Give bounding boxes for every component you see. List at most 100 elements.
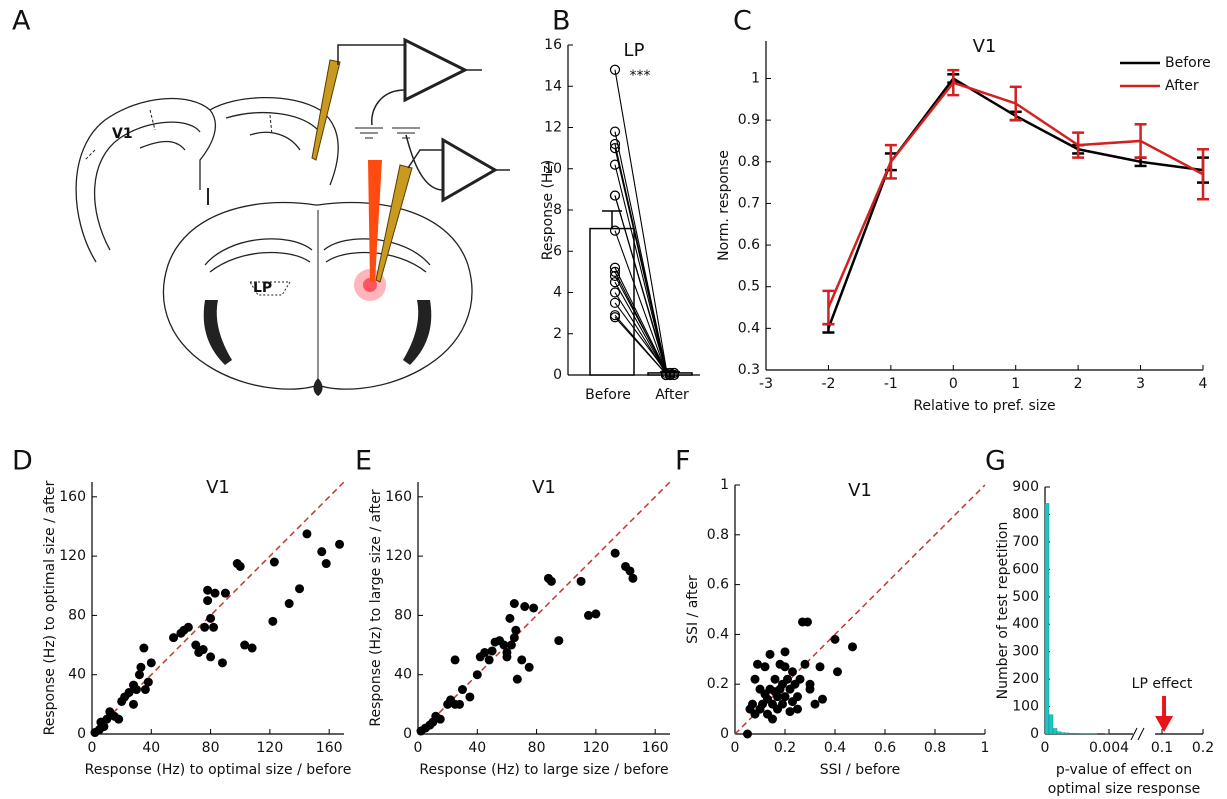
- data-point: [335, 539, 345, 549]
- data-point: [815, 662, 825, 672]
- panel-letter: D: [12, 446, 33, 477]
- data-point: [609, 287, 621, 298]
- pair-line: [614, 275, 668, 374]
- y-tick-label: 2: [553, 326, 562, 342]
- data-point: [247, 643, 257, 653]
- x-axis-label: Response (Hz) to optimal size / before: [85, 762, 352, 778]
- data-point: [805, 679, 815, 689]
- x-tick-label: 0.2: [774, 740, 796, 756]
- chart-title: V1: [532, 477, 556, 498]
- histogram-bar: [1060, 732, 1066, 735]
- data-point: [554, 636, 564, 646]
- ground: [355, 127, 420, 139]
- panel-a-diagram: A V1 LP: [12, 6, 510, 396]
- x-tick-label: 2: [1074, 376, 1083, 392]
- amplifier: [403, 37, 469, 103]
- data-point: [102, 714, 112, 724]
- y-axis-label: Response (Hz) to optimal size / after: [42, 480, 58, 735]
- data-point: [480, 647, 490, 657]
- data-point: [269, 557, 279, 567]
- y-tick-label: 0.8: [707, 527, 729, 543]
- x-tick-label: 1: [1011, 376, 1020, 392]
- y-tick-label: 120: [59, 548, 86, 564]
- data-point: [284, 599, 294, 609]
- electrode: [311, 59, 341, 161]
- data-point: [198, 645, 208, 655]
- panel-letter: A: [12, 6, 31, 37]
- legend-label: After: [1165, 78, 1199, 94]
- data-point: [505, 613, 515, 623]
- data-point: [748, 699, 757, 709]
- pair-line: [614, 230, 668, 376]
- data-point: [484, 655, 494, 665]
- x-tick-label: 120: [583, 740, 610, 756]
- x-tick-label: 3: [1136, 376, 1145, 392]
- y-tick-label: 12: [544, 120, 562, 136]
- data-point: [609, 277, 621, 288]
- y-tick-label: 0.8: [738, 154, 760, 170]
- x-tick-label: 0.8: [924, 740, 946, 756]
- data-point: [793, 704, 802, 714]
- chart-title: LP: [624, 40, 645, 61]
- y-tick-label: 0.4: [738, 320, 760, 336]
- y-tick-label: 80: [394, 607, 412, 623]
- data-point: [487, 646, 497, 656]
- y-tick-label: 0.3: [738, 362, 760, 378]
- data-point: [743, 729, 752, 739]
- chart-title: V1: [973, 36, 997, 57]
- data-point: [200, 622, 210, 632]
- data-point: [114, 714, 124, 724]
- y-tick-label: 1: [751, 70, 760, 86]
- y-tick-label: 14: [544, 78, 562, 94]
- y-tick-label: 700: [1012, 534, 1039, 550]
- data-point: [591, 609, 601, 619]
- y-tick-label: 16: [544, 37, 562, 53]
- data-point: [146, 658, 156, 668]
- data-point: [203, 596, 213, 606]
- data-point: [583, 610, 593, 620]
- x-tick-label: 0: [1041, 740, 1050, 756]
- data-point: [140, 685, 150, 695]
- y-tick-label: 80: [68, 607, 86, 623]
- data-point: [455, 699, 465, 709]
- y-tick-label: 40: [394, 667, 412, 683]
- data-point: [99, 722, 109, 732]
- data-point: [778, 699, 787, 709]
- region-label: V1: [112, 126, 133, 142]
- data-point: [143, 677, 153, 687]
- data-point: [800, 659, 810, 669]
- data-point: [217, 658, 227, 668]
- y-tick-label: 0: [77, 726, 86, 742]
- data-point: [506, 640, 516, 650]
- x-axis-label: optimal size response: [1048, 781, 1201, 797]
- wire: [337, 44, 405, 65]
- y-tick-label: 6: [553, 243, 562, 259]
- amplifier: [441, 137, 499, 203]
- data-point: [783, 674, 792, 684]
- region-label: LP: [253, 280, 272, 296]
- y-tick-label: 8: [553, 202, 562, 218]
- y-tick-label: 0.2: [707, 676, 729, 692]
- v1-border: [84, 149, 96, 161]
- y-axis-label: Number of test repetition: [995, 522, 1011, 700]
- data-point: [609, 225, 621, 236]
- annotation: ***: [630, 68, 651, 84]
- x-tick-label: 160: [642, 740, 669, 756]
- y-tick-label: 0: [403, 726, 412, 742]
- data-point: [576, 576, 586, 586]
- data-point: [529, 603, 539, 613]
- data-point: [220, 588, 230, 598]
- wire: [405, 134, 444, 191]
- y-axis-label: Response (Hz): [540, 160, 556, 261]
- x-axis-label: Relative to pref. size: [913, 398, 1055, 414]
- data-point: [509, 599, 519, 609]
- data-point: [609, 312, 621, 323]
- chart-title: V1: [848, 480, 872, 501]
- data-point: [129, 699, 139, 709]
- data-point: [139, 643, 149, 653]
- axis-break: [1130, 727, 1145, 741]
- y-tick-label: 160: [59, 489, 86, 505]
- pair-line: [614, 302, 668, 374]
- wire: [371, 89, 406, 126]
